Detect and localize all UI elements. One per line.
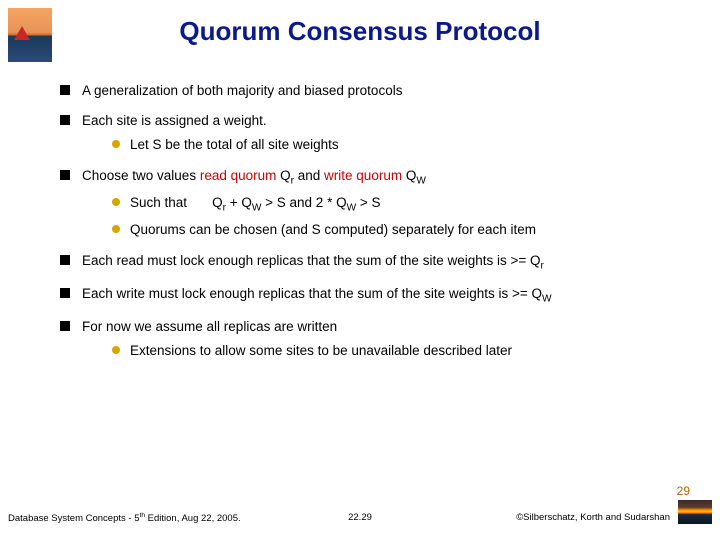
footer: Database System Concepts - 5th Edition, … <box>0 508 720 530</box>
bullet-text: Extensions to allow some sites to be una… <box>130 343 512 358</box>
slide-title: Quorum Consensus Protocol <box>0 16 720 47</box>
text: Each write must lock enough replicas tha… <box>82 286 542 301</box>
footer-right: ©Silberschatz, Korth and Sudarshan <box>516 512 670 523</box>
text-red: write quorum <box>324 168 402 183</box>
text: + Q <box>226 195 252 210</box>
text: Such that <box>130 195 187 210</box>
bullet-5: Each write must lock enough replicas tha… <box>60 285 680 306</box>
slide-body: A generalization of both majority and bi… <box>60 82 680 373</box>
bullet-3: Choose two values read quorum Qr and wri… <box>60 167 680 240</box>
bullet-4: Each read must lock enough replicas that… <box>60 252 680 273</box>
text: Q <box>402 168 416 183</box>
subscript: r <box>541 260 544 271</box>
bullet-text: Let S be the total of all site weights <box>130 137 339 152</box>
text: Choose two values <box>82 168 200 183</box>
bullet-2: Each site is assigned a weight. Let S be… <box>60 112 680 154</box>
subscript: W <box>416 175 426 186</box>
subscript: W <box>252 203 262 214</box>
brand-logo-bottom <box>678 500 712 524</box>
page-indicator: 29 <box>677 484 690 498</box>
subscript: W <box>347 203 357 214</box>
bullet-text: For now we assume all replicas are writt… <box>82 319 337 334</box>
bullet-2-1: Let S be the total of all site weights <box>82 136 680 154</box>
subscript: W <box>542 294 552 305</box>
bullet-text: A generalization of both majority and bi… <box>82 83 402 98</box>
text: Q <box>276 168 290 183</box>
text-red: read quorum <box>200 168 277 183</box>
bullet-3-2: Quorums can be chosen (and S computed) s… <box>82 221 680 239</box>
bullet-1: A generalization of both majority and bi… <box>60 82 680 100</box>
text: > S and 2 * Q <box>261 195 346 210</box>
text: Each read must lock enough replicas that… <box>82 253 541 268</box>
text: > S <box>356 195 380 210</box>
bullet-text: Each site is assigned a weight. <box>82 113 267 128</box>
bullet-text: Quorums can be chosen (and S computed) s… <box>130 222 536 237</box>
bullet-3-1: Such that Qr + QW > S and 2 * QW > S <box>82 194 680 215</box>
spacer <box>187 195 212 210</box>
bullet-6: For now we assume all replicas are writt… <box>60 318 680 360</box>
text: Q <box>212 195 223 210</box>
bullet-6-1: Extensions to allow some sites to be una… <box>82 342 680 360</box>
text: and <box>294 168 324 183</box>
